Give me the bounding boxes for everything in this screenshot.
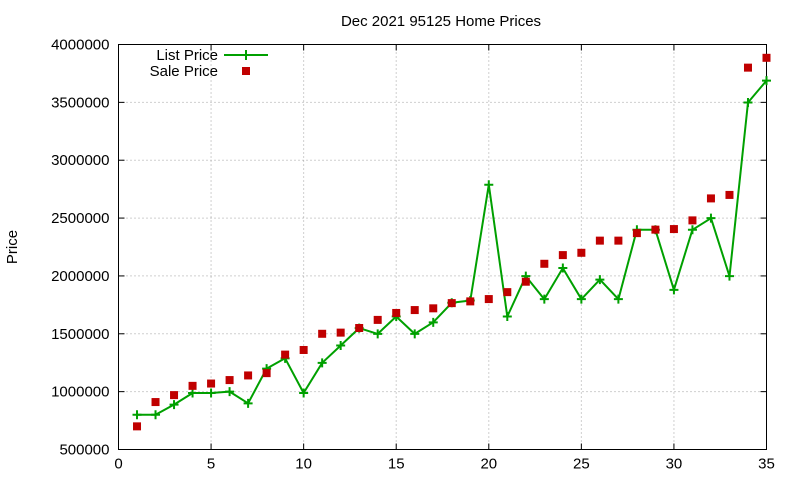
sale-price-point (410, 306, 419, 315)
list-price-point (243, 398, 253, 408)
sale-price-point (170, 391, 179, 400)
sale-price-point (447, 299, 456, 308)
y-tick-label: 2500000 (51, 210, 109, 227)
list-price-point (132, 410, 142, 420)
list-price-point (576, 294, 586, 304)
y-axis-label: Price (4, 230, 21, 264)
sale-price-point (614, 236, 623, 245)
sale-price-point (281, 350, 290, 359)
sale-price-point (133, 422, 142, 431)
sale-price-point (706, 194, 715, 203)
legend-label-sale-price: Sale Price (150, 63, 218, 80)
list-price-point (687, 225, 697, 235)
sale-price-point (429, 304, 438, 313)
list-price-point (484, 180, 494, 190)
list-price-point (762, 76, 771, 86)
x-tick-label: 15 (388, 456, 405, 473)
x-tick-label: 10 (295, 456, 312, 473)
sale-price-point (632, 229, 641, 238)
list-price-point (669, 285, 679, 295)
y-tick-label: 3000000 (51, 152, 109, 169)
list-price-point (188, 388, 198, 398)
x-tick-label: 5 (207, 456, 215, 473)
sale-price-point (651, 225, 660, 234)
sale-price-point (558, 251, 567, 260)
sale-price-point (207, 379, 216, 388)
y-tick-label: 4000000 (51, 37, 109, 54)
sale-price-point (484, 295, 493, 304)
list-price-line (137, 79, 768, 416)
list-price-point (539, 294, 549, 304)
y-tick-label: 3500000 (51, 94, 109, 111)
legend: List Price Sale Price (150, 47, 268, 80)
sale-price-point (762, 53, 771, 62)
sale-price-point (725, 190, 734, 199)
sale-price-point (392, 308, 401, 317)
list-price-point (373, 329, 383, 339)
y-tick-label: 1500000 (51, 326, 109, 343)
series (132, 53, 771, 431)
legend-label-list-price: List Price (156, 47, 218, 64)
grid (118, 44, 767, 450)
x-tick-label: 0 (114, 456, 122, 473)
chart-title: Dec 2021 95125 Home Prices (341, 13, 541, 30)
list-price-point (595, 275, 605, 285)
plot-frame (118, 44, 767, 450)
sale-price-point (151, 398, 160, 407)
x-tick-label: 30 (666, 456, 683, 473)
sale-price-point (540, 259, 549, 268)
list-price-point (558, 263, 568, 273)
sale-price-point (503, 288, 512, 297)
sale-price-point (244, 371, 253, 380)
list-price-point (428, 317, 438, 327)
legend-marker-list-price (241, 50, 251, 60)
sale-price-point (262, 369, 271, 378)
sale-price-point (373, 315, 382, 324)
list-price-point (225, 387, 235, 397)
list-price-point (317, 358, 327, 368)
sale-price-point (669, 225, 678, 234)
x-tick-label: 25 (573, 456, 590, 473)
sale-price-point (355, 324, 364, 332)
sale-price-point (521, 277, 530, 286)
list-price-point (613, 294, 623, 304)
list-price-point (743, 97, 753, 107)
sale-price-point (318, 329, 327, 338)
list-price-point (336, 340, 346, 350)
list-price-point (169, 400, 179, 410)
y-tick-label: 1000000 (51, 384, 109, 401)
sale-price-point (577, 248, 586, 257)
list-price-point (502, 312, 512, 322)
sale-price-point (188, 381, 197, 390)
sale-price-point (743, 63, 752, 72)
sale-price-point (225, 376, 234, 385)
sale-price-point (299, 345, 308, 354)
axis-ticks: 0 5 10 15 20 25 30 35 500000 1000000 1500000 200000… (51, 37, 775, 473)
y-tick-label: 2000000 (51, 268, 109, 285)
list-price-point (299, 388, 309, 398)
x-tick-label: 35 (758, 456, 775, 473)
y-tick-label: 500000 (59, 442, 109, 459)
sale-price-point (595, 236, 604, 245)
list-price-point (706, 213, 716, 223)
sale-price-point (336, 328, 345, 337)
list-price-point (151, 410, 161, 420)
list-price-point (206, 388, 216, 398)
list-price-point (410, 329, 420, 339)
sale-price-point (688, 216, 697, 225)
sale-price-point (466, 297, 475, 306)
x-tick-label: 20 (480, 456, 497, 473)
legend-marker-sale-price (242, 67, 250, 75)
list-price-point (724, 271, 734, 281)
